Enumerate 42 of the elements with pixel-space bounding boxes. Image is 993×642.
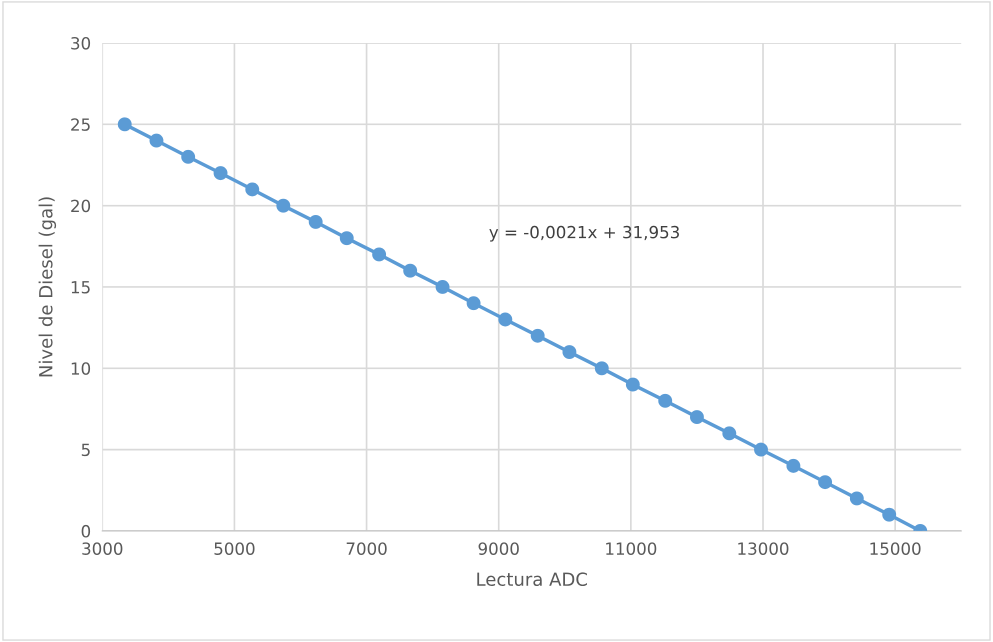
point [818,475,832,490]
y-tick-label: 25 [71,118,90,131]
x-tick-label: 13000 [738,542,788,555]
point [594,361,609,376]
point [530,328,545,343]
point [658,394,672,408]
point [562,345,576,359]
y-tick-label: 15 [72,281,90,294]
x-tick-label: 9000 [478,542,519,555]
point [276,198,290,213]
point [690,410,704,424]
point [850,491,864,506]
point [150,134,164,148]
point [308,214,323,229]
y-tick-label: 0 [82,524,90,538]
x-tick-label: 5000 [214,542,255,555]
point [722,426,736,440]
annotation: y = -0,0021x + 31,953 [489,226,679,242]
point [754,442,768,457]
x-axis-title: Lectura ADC [477,572,587,586]
point [118,117,132,132]
y-tick-label: 30 [71,36,90,50]
x-tick-label: 15000 [870,542,921,555]
point [498,312,512,326]
y-tick-label: 10 [72,362,90,375]
y-tick-label: 5 [82,444,90,456]
y-tick-label: 20 [71,200,90,212]
point [372,248,386,262]
point [340,231,354,246]
point [436,280,450,294]
point [882,508,896,522]
x-tick-label: 7000 [346,542,387,555]
point [245,182,260,196]
point [466,296,481,310]
x-tick-label: 11000 [606,542,656,555]
x-tick-label: 3000 [82,542,122,555]
point [214,166,228,180]
point [786,458,800,473]
y-axis-title: Nivel de Diesel (gal) [38,197,56,376]
point [626,378,640,392]
point [403,264,418,278]
point [181,150,196,164]
